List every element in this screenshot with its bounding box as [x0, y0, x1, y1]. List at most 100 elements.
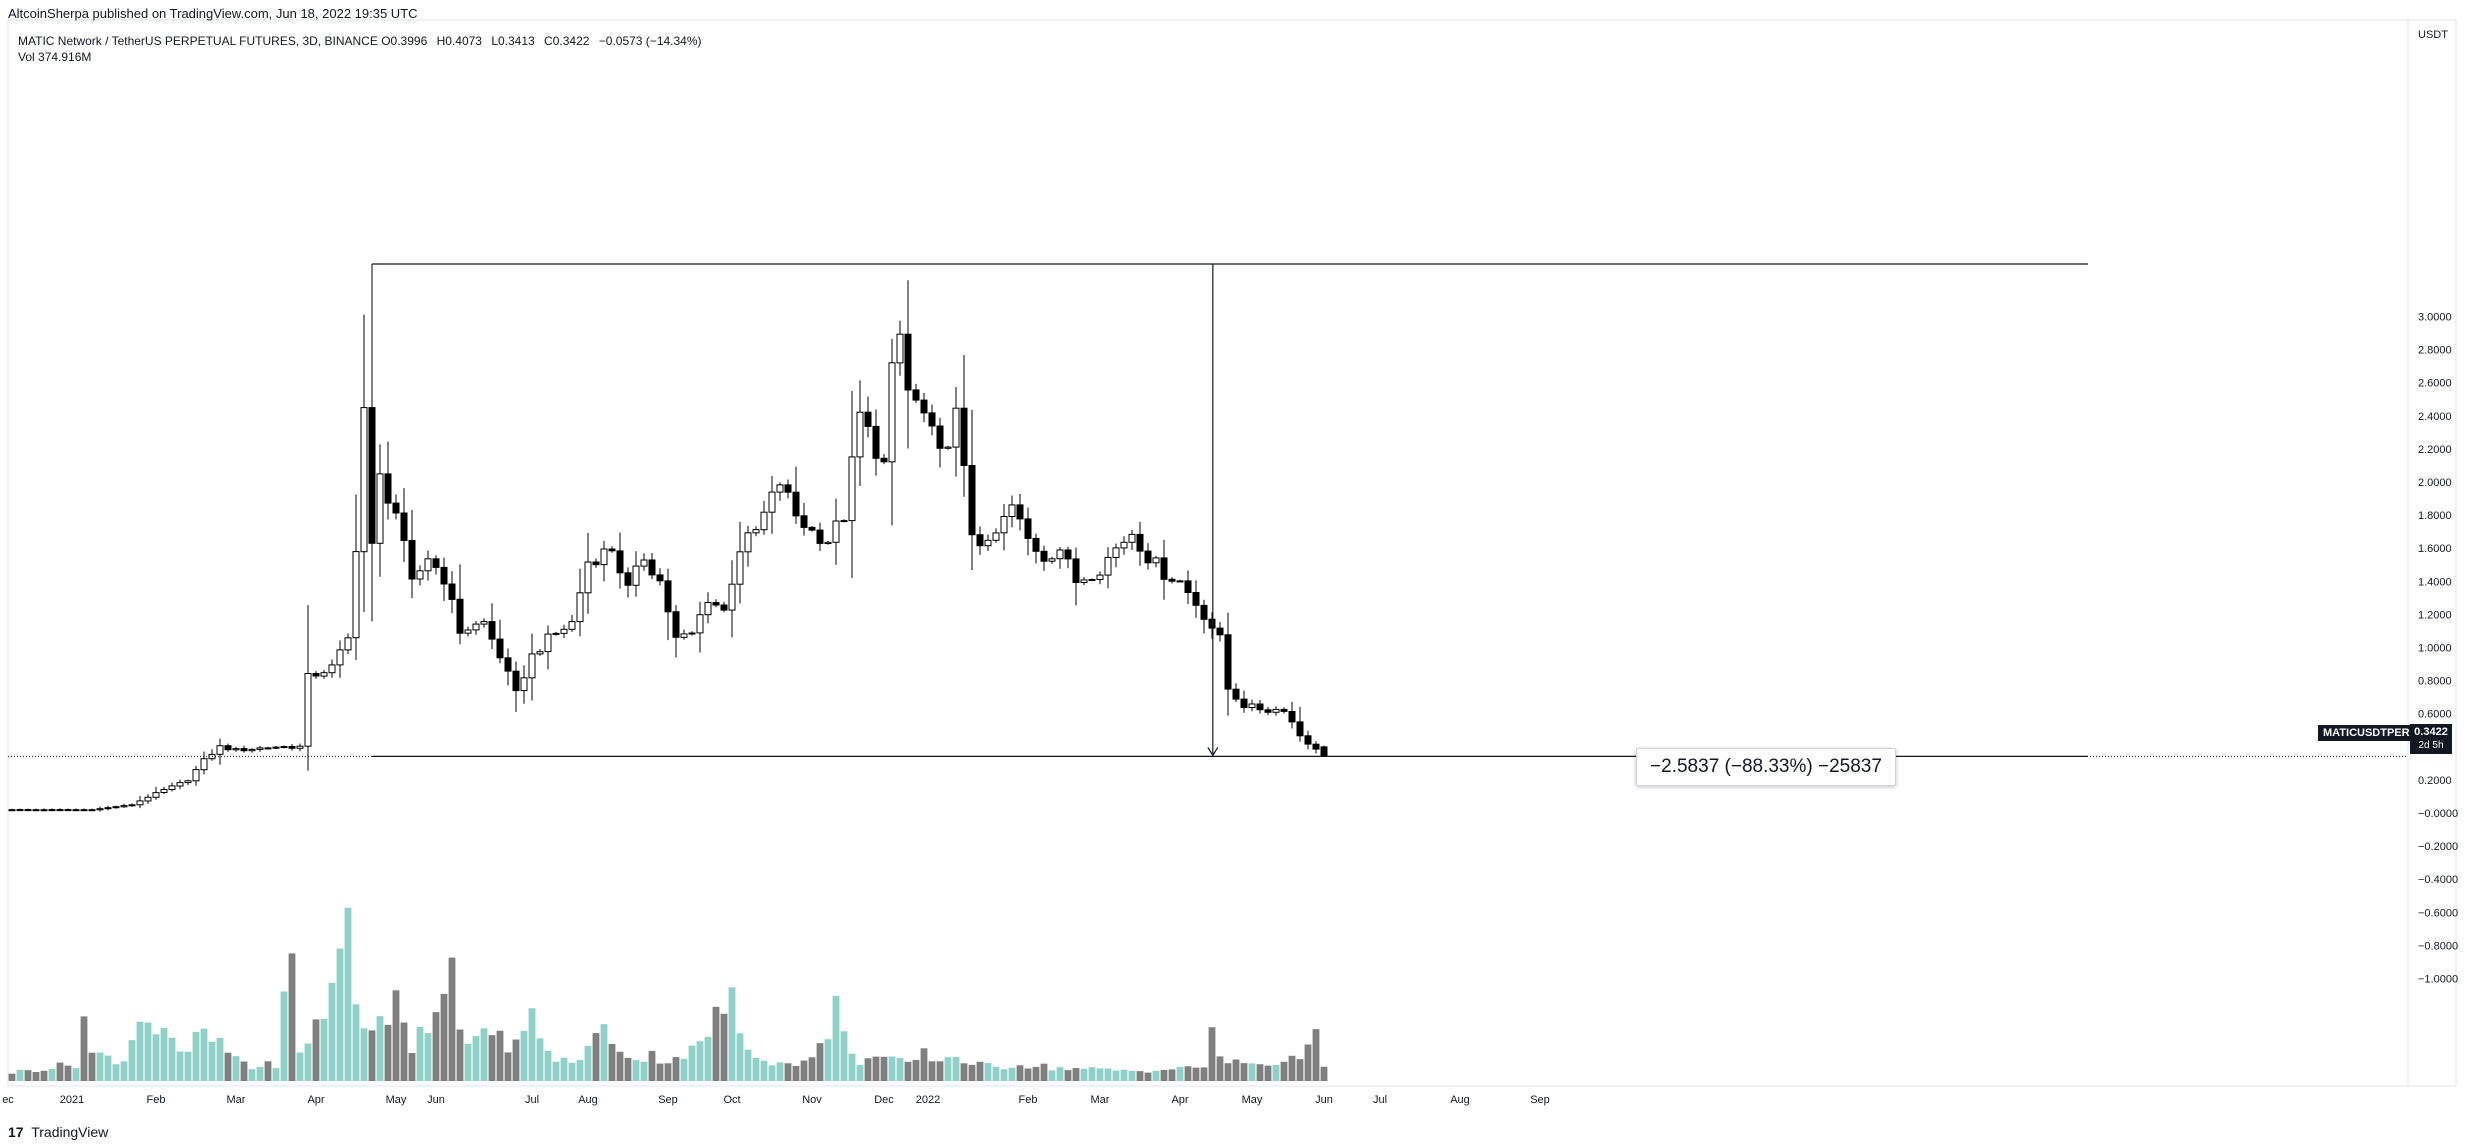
candle	[224, 743, 232, 752]
candle	[1168, 577, 1176, 584]
candle	[600, 540, 608, 582]
volume-bar	[1128, 1070, 1136, 1081]
candle	[856, 380, 864, 486]
candle	[520, 665, 528, 704]
x-tick-label: Nov	[802, 1094, 822, 1106]
volume-bar	[1168, 1069, 1176, 1081]
candle	[1192, 580, 1200, 618]
volume-bar	[1088, 1067, 1096, 1081]
candle	[800, 502, 808, 536]
volume-bar	[152, 1034, 160, 1081]
volume-bar	[1320, 1066, 1328, 1081]
volume-bar	[536, 1038, 544, 1081]
volume-bar	[320, 1018, 328, 1081]
candle	[1024, 507, 1032, 556]
plot-frame	[7, 19, 2457, 1087]
candle	[400, 488, 408, 562]
candle	[1312, 741, 1320, 754]
candle	[784, 479, 792, 499]
x-tick-label: Jul	[525, 1094, 539, 1106]
candle	[112, 805, 120, 809]
volume-bar	[912, 1060, 920, 1081]
volume-bar	[1072, 1068, 1080, 1081]
y-tick-label: 1.0000	[2418, 643, 2452, 655]
volume-bar	[728, 987, 736, 1081]
volume-bar	[224, 1052, 232, 1081]
candle	[1224, 612, 1232, 716]
candle	[1256, 699, 1264, 714]
candle	[1040, 545, 1048, 571]
volume-bar	[976, 1061, 984, 1081]
candle	[1072, 547, 1080, 606]
volume-bar	[1272, 1065, 1280, 1081]
candle	[472, 621, 480, 635]
volume-bar	[288, 953, 296, 1081]
candle	[144, 794, 152, 804]
volume-bar	[1208, 1027, 1216, 1081]
candle	[1184, 570, 1192, 604]
volume-bar	[208, 1041, 216, 1081]
candle	[1272, 706, 1280, 716]
candle	[744, 525, 752, 567]
volume-bar	[232, 1056, 240, 1081]
candle	[1008, 495, 1016, 528]
candle	[320, 669, 328, 679]
volume-bar	[568, 1062, 576, 1081]
volume-bar	[848, 1053, 856, 1081]
volume-bar	[616, 1051, 624, 1081]
x-tick-label: Sep	[658, 1094, 678, 1106]
candle	[200, 751, 208, 775]
candle	[1288, 701, 1296, 729]
candle	[1000, 504, 1008, 551]
last-price: 0.3422	[2414, 726, 2448, 738]
volume-bar	[376, 1016, 384, 1081]
candle	[680, 629, 688, 640]
candle	[848, 390, 856, 578]
candle	[448, 571, 456, 614]
candle	[824, 540, 832, 545]
volume-bar	[280, 991, 288, 1081]
candle	[16, 808, 24, 812]
candle	[960, 355, 968, 497]
volume-bar	[600, 1024, 608, 1081]
candle	[96, 806, 104, 812]
volume-bar	[496, 1030, 504, 1081]
volume-bar	[168, 1037, 176, 1081]
candle	[48, 808, 56, 812]
candle	[688, 631, 696, 636]
candle	[880, 454, 888, 465]
volume-bar	[944, 1057, 952, 1081]
volume-bar	[1248, 1063, 1256, 1081]
y-tick-label: 1.6000	[2418, 543, 2452, 555]
volume-bar	[1312, 1029, 1320, 1081]
ohlc-close: C0.3422	[544, 34, 590, 48]
volume-bar	[1216, 1056, 1224, 1081]
volume-bar	[784, 1063, 792, 1081]
volume-bar	[768, 1065, 776, 1081]
volume-bar	[960, 1063, 968, 1081]
candle	[104, 805, 112, 811]
candle	[304, 605, 312, 771]
candle	[376, 444, 384, 577]
candle	[904, 280, 912, 449]
candle	[280, 745, 288, 749]
candle	[64, 808, 72, 812]
candle	[1264, 706, 1272, 716]
volume-bar	[8, 1073, 16, 1081]
candle	[992, 528, 1000, 543]
volume-bar	[1288, 1055, 1296, 1081]
volume-bar	[720, 1013, 728, 1081]
volume-bar	[1264, 1065, 1272, 1081]
candle	[120, 803, 128, 808]
candle	[1160, 539, 1168, 600]
y-tick-label: 0.8000	[2418, 676, 2452, 688]
candle	[248, 748, 256, 753]
x-tick-label: Aug	[578, 1094, 598, 1106]
candle	[328, 659, 336, 678]
volume-bar	[1280, 1061, 1288, 1081]
x-tick-label: Feb	[147, 1094, 166, 1106]
measure-tool-label[interactable]: −2.5837 (−88.33%) −25837	[1636, 748, 1896, 786]
volume-bar	[1040, 1063, 1048, 1081]
tradingview-logo[interactable]: 17 TradingView	[8, 1124, 108, 1140]
